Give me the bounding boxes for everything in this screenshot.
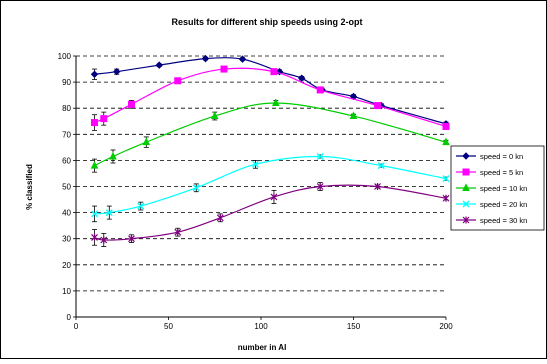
legend-label: speed = 0 kn (480, 152, 523, 161)
data-point (220, 65, 228, 73)
data-point (105, 209, 113, 217)
data-point (349, 111, 358, 120)
x-tick-label: 150 (347, 322, 361, 331)
plot-area: 0 10 20 30 40 50 60 70 80 90 100 0 50 100 150 200 (58, 52, 454, 331)
x-tick-label: 100 (254, 322, 268, 331)
data-point (271, 98, 280, 106)
series-4 (91, 182, 450, 247)
data-point (155, 61, 163, 69)
data-point (316, 152, 324, 160)
legend-item-1: speed = 5 kn (456, 168, 523, 177)
y-tick-label: 50 (62, 183, 71, 192)
data-point (90, 70, 99, 78)
legend-item-0: speed = 0 kn (456, 152, 523, 161)
data-point (442, 122, 450, 130)
data-point (174, 77, 182, 85)
series-3 (91, 152, 450, 223)
data-point (377, 162, 385, 170)
legend-label: speed = 30 kn (480, 216, 527, 225)
data-point (112, 67, 121, 76)
series-2 (90, 98, 450, 173)
data-point (109, 151, 117, 160)
data-point (100, 236, 108, 244)
data-point (216, 214, 224, 222)
x-tick-label: 200 (439, 322, 453, 331)
chart-title: Results for different ship speeds using … (171, 17, 362, 27)
data-point (270, 193, 278, 201)
data-point (128, 100, 135, 108)
data-point (142, 137, 151, 146)
data-point (137, 202, 145, 210)
legend-label: speed = 20 kn (480, 200, 527, 209)
legend-marker (462, 168, 470, 176)
series-1 (91, 65, 450, 131)
data-point (251, 160, 259, 168)
data-point (442, 175, 450, 183)
data-point (442, 137, 450, 146)
y-tick-label: 40 (62, 209, 71, 218)
legend-marker (462, 152, 470, 160)
data-point (100, 115, 108, 123)
y-tick-label: 0 (67, 313, 72, 322)
legend-label: speed = 5 kn (480, 168, 523, 177)
legend-item-3: speed = 20 kn (456, 200, 527, 209)
data-point (297, 74, 306, 82)
series-line (94, 155, 447, 215)
y-tick-label: 30 (62, 235, 71, 244)
data-point (91, 210, 98, 218)
y-tick-label: 70 (62, 130, 71, 139)
data-point (270, 68, 278, 76)
y-tick-label: 80 (62, 104, 71, 113)
data-point (192, 184, 200, 192)
data-point (128, 235, 135, 243)
legend-item-2: speed = 10 kn (456, 183, 527, 193)
data-point (201, 54, 210, 63)
legend-label: speed = 10 kn (480, 184, 527, 193)
legend-item-4: speed = 30 kn (456, 216, 527, 225)
data-point (238, 55, 247, 63)
legend-marker (462, 200, 470, 208)
x-tick-label: 0 (74, 322, 79, 331)
x-axis-label: number in AI (238, 343, 287, 352)
legend-marker (462, 183, 470, 191)
data-point (91, 119, 98, 127)
data-point (210, 111, 219, 120)
legend: speed = 0 kn speed = 5 kn speed = 10 kn spe… (450, 145, 545, 231)
x-tick-label: 50 (164, 322, 173, 331)
legend-marker (462, 216, 470, 224)
y-axis-label: % classified (25, 164, 34, 210)
data-point (316, 86, 324, 94)
data-point (91, 233, 98, 241)
y-tick-label: 60 (62, 156, 71, 165)
y-tick-label: 10 (62, 287, 71, 296)
data-point (90, 161, 99, 169)
data-point (374, 183, 381, 190)
y-tick-label: 100 (58, 52, 72, 61)
y-tick-label: 90 (62, 78, 71, 87)
data-point (442, 194, 450, 202)
y-tick-label: 20 (62, 261, 71, 270)
data-point (374, 102, 382, 110)
data-point (174, 228, 182, 236)
data-point (316, 183, 324, 190)
